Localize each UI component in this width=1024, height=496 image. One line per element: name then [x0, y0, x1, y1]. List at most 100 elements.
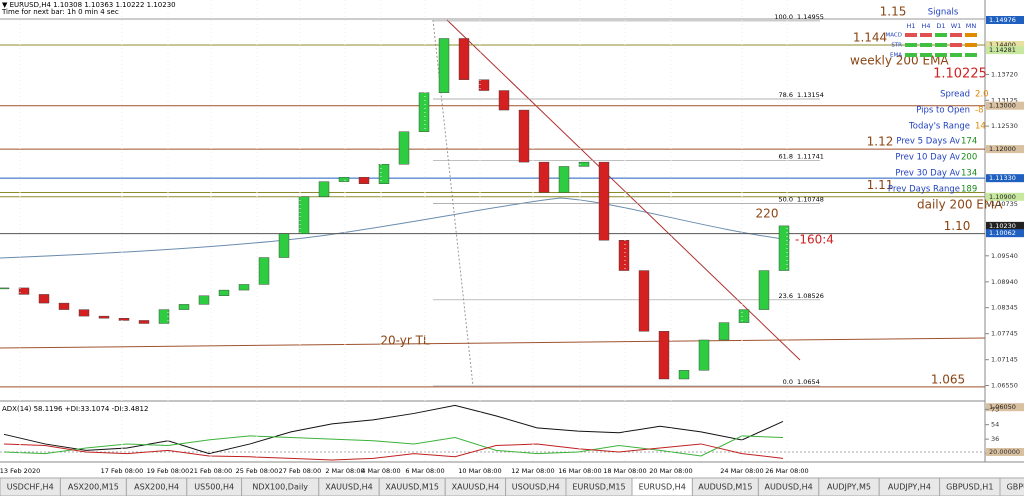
time-label: 13 Feb 2020: [0, 467, 40, 475]
info-label: Prev 10 Day Av: [895, 153, 960, 163]
ema-200-curve: [0, 197, 791, 259]
candle: [98, 315, 110, 319]
tab-label[interactable]: ASX200,H4: [134, 483, 179, 492]
fib-price: 1.14955: [797, 13, 824, 21]
candle: [118, 318, 130, 321]
time-label: 18 Mar 08:00: [603, 467, 646, 475]
price-box: [986, 221, 1024, 230]
tab-label[interactable]: GBPUSD,H4: [1007, 483, 1024, 492]
candle: [158, 309, 170, 324]
time-label: 27 Feb 08:00: [279, 467, 322, 475]
time-label: 10 Mar 08:00: [458, 467, 501, 475]
price-box: [986, 145, 1024, 154]
price-box-label: 1.10900: [989, 193, 1016, 201]
annotation: 220: [756, 207, 779, 221]
price-box-label: 1.10062: [989, 229, 1016, 237]
price-box-label: 1.12000: [989, 145, 1016, 153]
candle: [18, 287, 30, 295]
signal-cell: [935, 43, 947, 47]
info-label: Pips to Open: [916, 106, 970, 116]
signal-cell: [965, 53, 977, 57]
info-value: 134: [961, 169, 977, 179]
tab-label[interactable]: AUDUSD,H4: [764, 483, 812, 492]
fib-pct: 23.6: [779, 292, 793, 300]
y-tick-label: 1.08345: [991, 304, 1018, 312]
symbol-line: ▼ EURUSD,H4 1.10308 1.10363 1.10222 1.10…: [2, 1, 176, 9]
fib-pct: 0.0: [783, 378, 793, 386]
signal-col: MN: [966, 22, 977, 30]
adx-line: [3, 435, 784, 457]
price-box: [986, 40, 1024, 49]
tab-label[interactable]: XAUUSD,H4: [452, 483, 500, 492]
tl-line: [0, 337, 986, 349]
level-label: 1.15: [880, 4, 907, 18]
tab-label[interactable]: NDX100,Daily: [252, 483, 308, 492]
y-tick-label: 1.06550: [991, 382, 1018, 390]
signal-cell: [920, 43, 932, 47]
annotation: 20-yr TL: [380, 334, 430, 348]
price-box: [986, 447, 1024, 456]
price-box-label: 1.14400: [989, 41, 1016, 49]
signal-col: H4: [921, 22, 930, 30]
candle: [178, 304, 190, 310]
annotation: daily 200 EMA: [917, 198, 1003, 212]
fib-price: 1.13154: [797, 91, 824, 99]
candle: [78, 309, 90, 317]
candle: [0, 287, 10, 290]
tab-label[interactable]: USDCHF,H4: [7, 483, 54, 492]
tab-label[interactable]: EURUSD,M15: [572, 483, 625, 492]
level-label: 1.11: [867, 178, 894, 192]
tab-label[interactable]: ASX200,M15: [68, 483, 119, 492]
price-box: [986, 229, 1024, 238]
price-box: [986, 15, 1024, 24]
time-label: 12 Mar 08:00: [511, 467, 554, 475]
fib-pct: 78.6: [779, 91, 793, 99]
tab-label[interactable]: AUDJPY,H4: [888, 483, 931, 492]
fib-price: 1.0654: [797, 378, 820, 386]
time-label: 19 Feb 08:00: [147, 467, 190, 475]
fib-price: 1.11741: [797, 152, 824, 160]
time-label: 26 Mar 08:00: [765, 467, 808, 475]
signal-cell: [965, 43, 977, 47]
signal-cell: [905, 33, 917, 37]
signal-cell: [950, 43, 962, 47]
candle: [558, 166, 570, 193]
candle: [198, 295, 210, 305]
tab-label[interactable]: AUDJPY,M5: [827, 483, 871, 492]
price-box-label: 1.13000: [989, 102, 1016, 110]
time-label: 4 Mar 08:00: [361, 467, 400, 475]
info-label: Today's Range: [908, 122, 970, 132]
price-box-label: 1.14281: [989, 46, 1016, 54]
tab-label[interactable]: US500,H4: [194, 483, 234, 492]
trend-line: [446, 19, 801, 361]
tab-label[interactable]: XAUUSD,M15: [385, 483, 439, 492]
y-tick-label: 1.13720: [991, 70, 1018, 78]
tab-label[interactable]: AUDUSD,M15: [698, 483, 752, 492]
signal-col: W1: [951, 22, 962, 30]
price-box-label: 1.14976: [989, 16, 1016, 24]
adx-tick-label: 73: [991, 405, 999, 413]
candle: [318, 181, 330, 198]
tab-label[interactable]: EURUSD,H4: [639, 483, 686, 492]
candle: [638, 270, 650, 332]
candle: [618, 239, 630, 271]
time-label: 21 Feb 08:00: [190, 467, 233, 475]
signal-row: STR: [891, 43, 902, 49]
tab-label[interactable]: GBPUSD,H1: [946, 483, 993, 492]
annotation: -160:4: [795, 233, 834, 247]
candle: [518, 109, 530, 163]
candle: [338, 177, 350, 182]
info-value: 189: [961, 185, 977, 195]
candle: [718, 322, 730, 341]
y-tick-label: 1.12530: [991, 122, 1018, 130]
tab-label[interactable]: USOUSD,H4: [512, 483, 560, 492]
candle: [278, 233, 290, 258]
candle: [498, 90, 510, 111]
adx-title: ADX(14) 58.1196 +DI:33.1074 -DI:3.4812: [2, 405, 148, 413]
tab-label[interactable]: XAUUSD,H4: [325, 483, 373, 492]
candle: [258, 257, 270, 285]
adx-line: [3, 404, 784, 455]
tab[interactable]: [999, 477, 1024, 496]
y-tick-label: 1.07745: [991, 330, 1018, 338]
